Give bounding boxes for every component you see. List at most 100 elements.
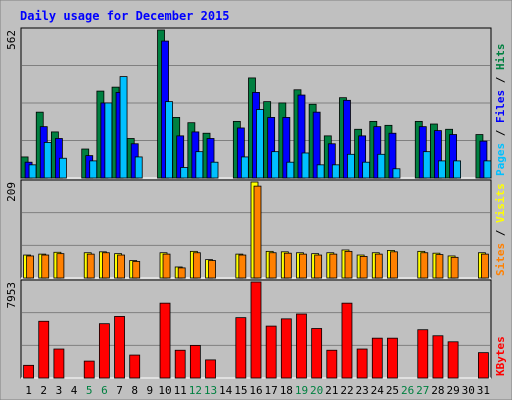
bar-files: [236, 127, 245, 179]
bar-kbytes: [432, 335, 444, 379]
x-tick-label: 2: [40, 384, 47, 397]
bar-sites: [86, 253, 95, 279]
bar-files: [449, 134, 457, 179]
bar-sites: [162, 253, 171, 279]
bar-kbytes: [311, 328, 323, 379]
bar-sites: [26, 255, 34, 279]
bar-pages: [59, 157, 67, 179]
x-tick-label: 30: [462, 384, 475, 397]
bar-sites: [420, 252, 429, 279]
legend-part: Files: [494, 90, 507, 123]
bar-files: [206, 138, 215, 179]
bar-sites: [101, 252, 110, 279]
bar-kbytes: [83, 360, 95, 379]
bar-kbytes: [159, 302, 171, 379]
bar-pages: [316, 164, 325, 179]
bar-files: [343, 99, 351, 179]
bar-pages: [195, 151, 204, 179]
bar-pages: [210, 161, 219, 179]
x-tick-label: 11: [174, 384, 187, 397]
panel-max-label: 7953: [5, 282, 18, 309]
bar-pages: [483, 160, 492, 179]
bar-sites: [132, 261, 141, 279]
x-tick-label: 29: [446, 384, 459, 397]
bar-kbytes: [114, 316, 125, 379]
bar-sites: [268, 252, 277, 279]
x-tick-label: 19: [295, 384, 308, 397]
legend-part: /: [494, 223, 507, 243]
x-tick-label: 23: [356, 384, 369, 397]
bar-kbytes: [235, 317, 247, 379]
x-axis-labels: 1 2 3 4 5 6 7 8 9 10 11 12 13 14 15 16 17 18 19 20 21 22 23 24 2…: [25, 384, 490, 397]
bar-pages: [165, 101, 173, 179]
x-tick-label: 25: [386, 384, 399, 397]
x-tick-label: 27: [416, 384, 429, 397]
bar-kbytes: [417, 329, 429, 379]
bar-kbytes: [23, 364, 34, 379]
bar-kbytes: [129, 354, 141, 379]
bar-kbytes: [98, 323, 110, 379]
bar-sites: [41, 254, 50, 279]
x-tick-label: 21: [325, 384, 338, 397]
legend-part: Sites: [494, 243, 507, 276]
bar-kbytes: [387, 337, 398, 379]
bar-kbytes: [356, 348, 368, 379]
x-tick-label: 9: [147, 384, 154, 397]
bar-sites: [208, 260, 216, 279]
x-tick-label: 10: [158, 384, 171, 397]
chart-panels: 562 Pages / Files / Hits 209 Sites / Visits…: [5, 27, 507, 379]
bar-pages: [43, 142, 52, 179]
legend-part: Pages: [494, 143, 507, 176]
x-tick-label: 7: [116, 384, 123, 397]
panel-top: 562 Pages / Files / Hits: [5, 27, 507, 179]
panel-legend: Sites / Visits: [494, 183, 507, 276]
x-tick-label: 28: [431, 384, 444, 397]
bar-sites: [481, 253, 489, 279]
bar-files: [267, 117, 276, 179]
x-tick-label: 1: [25, 384, 32, 397]
bar-pages: [240, 156, 249, 179]
bar-sites: [117, 254, 125, 279]
x-tick-label: 16: [249, 384, 262, 397]
x-tick-label: 22: [340, 384, 353, 397]
bar-files: [388, 132, 397, 179]
bar-files: [176, 135, 185, 179]
bar-pages: [180, 167, 189, 179]
bar-files: [434, 130, 442, 179]
x-tick-label: 26: [401, 384, 414, 397]
bar-pages: [347, 153, 355, 179]
bar-files: [373, 126, 382, 179]
panel-max-label: 209: [5, 182, 18, 202]
x-tick-label: 8: [131, 384, 138, 397]
bar-kbytes: [447, 341, 459, 379]
x-tick-label: 20: [310, 384, 323, 397]
bar-kbytes: [280, 318, 292, 379]
bar-kbytes: [478, 352, 489, 379]
bar-kbytes: [38, 320, 50, 379]
bar-pages: [362, 161, 371, 179]
legend-part: Visits: [494, 183, 507, 223]
bar-sites: [253, 185, 262, 279]
bar-kbytes: [371, 337, 383, 379]
bar-kbytes: [174, 349, 186, 379]
x-tick-label: 13: [204, 384, 217, 397]
x-tick-label: 17: [265, 384, 278, 397]
bar-pages: [256, 109, 264, 179]
bar-pages: [271, 151, 280, 179]
x-tick-label: 6: [101, 384, 108, 397]
panel-legend: KBytes: [494, 336, 507, 376]
x-tick-label: 5: [86, 384, 93, 397]
x-tick-label: 12: [189, 384, 202, 397]
bar-files: [479, 140, 488, 179]
bar-pages: [377, 153, 386, 179]
x-tick-label: 15: [234, 384, 247, 397]
panel-bottom: 7953 KBytes: [5, 279, 507, 379]
bar-pages: [89, 160, 98, 179]
bar-sites: [299, 253, 307, 279]
bar-pages: [453, 160, 461, 179]
bar-sites: [390, 251, 398, 279]
bar-kbytes: [341, 302, 353, 379]
bar-pages: [331, 164, 340, 179]
x-tick-label: 14: [219, 384, 233, 397]
